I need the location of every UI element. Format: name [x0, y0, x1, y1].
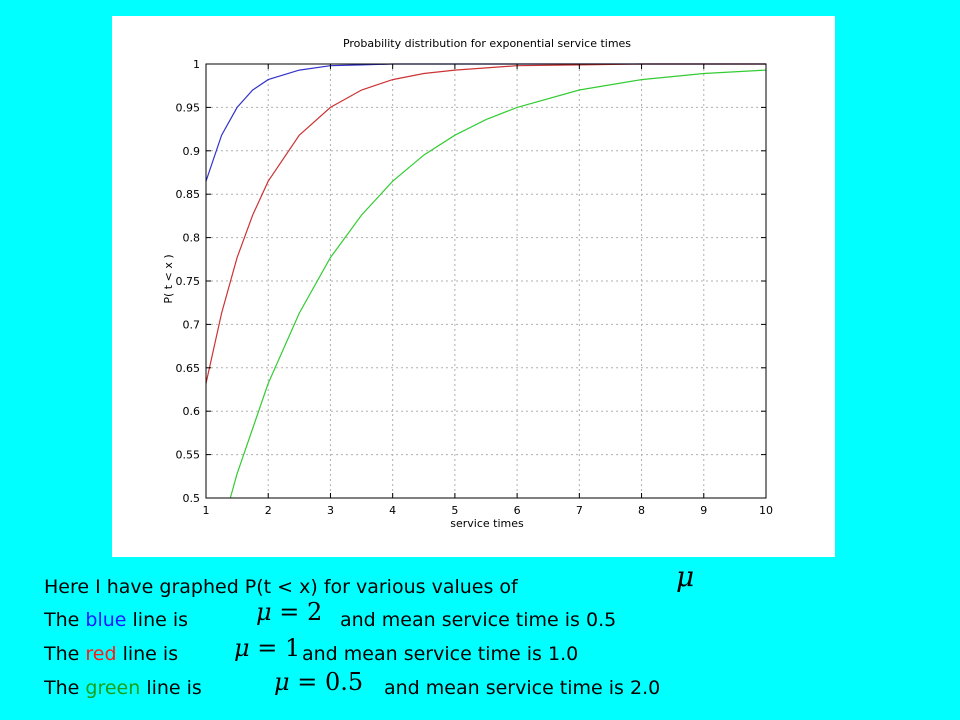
y-tick-label: 0.6	[183, 405, 201, 418]
y-tick-label: 0.8	[183, 232, 201, 245]
mu-equals-2: μ = 2	[256, 598, 323, 626]
y-tick-label: 0.85	[176, 188, 201, 201]
caption-line-4-tail: and mean service time is 2.0	[384, 677, 661, 699]
y-tick-label: 0.9	[183, 145, 201, 158]
chart-svg: Probability distribution for exponential…	[162, 37, 773, 530]
caption-line-2-tail: and mean service time is 0.5	[340, 609, 617, 631]
x-axis-label: service times	[450, 517, 524, 530]
caption-line-4: The green line is μ = 0.5 and mean servi…	[44, 668, 661, 699]
caption-line-3: The red line is μ = 1 and mean service t…	[44, 634, 579, 665]
mu-symbol: μ	[676, 560, 695, 593]
x-tick-label: 2	[265, 504, 272, 517]
caption-line-1: Here I have graphed P(t < x) for various…	[44, 563, 694, 599]
blue-word: blue	[85, 609, 127, 631]
chart-title: Probability distribution for exponential…	[343, 37, 631, 50]
x-tick-label: 6	[514, 504, 521, 517]
red-word: red	[85, 643, 117, 665]
mu-equals-1: μ = 1	[234, 634, 301, 662]
x-tick-label: 4	[389, 504, 396, 517]
y-tick-label: 0.65	[176, 362, 201, 375]
x-tick-label: 10	[759, 504, 773, 517]
y-tick-label: 0.7	[183, 318, 201, 331]
series-line-3	[229, 69, 767, 499]
x-tick-label: 9	[700, 504, 707, 517]
y-tick-label: 0.5	[183, 492, 201, 505]
series-line-1	[205, 63, 766, 182]
caption-line-3-tail: and mean service time is 1.0	[302, 643, 579, 665]
green-word: green	[85, 677, 141, 699]
y-tick-label: 0.75	[176, 275, 201, 288]
x-tick-label: 3	[327, 504, 334, 517]
y-tick-label: 0.95	[176, 101, 201, 114]
mu-equals-0-5: μ = 0.5	[274, 668, 364, 696]
x-tick-label: 8	[638, 504, 645, 517]
caption-line-1-text: Here I have graphed P(t < x) for various…	[44, 576, 518, 598]
caption-line-2: The blue line is μ = 2 and mean service …	[44, 598, 617, 631]
chart-figure: Probability distribution for exponential…	[112, 16, 835, 557]
y-axis-label: P( t < x )	[162, 254, 175, 303]
x-tick-label: 5	[451, 504, 458, 517]
y-tick-label: 1	[193, 58, 200, 71]
y-tick-label: 0.55	[176, 449, 201, 462]
x-tick-label: 1	[203, 504, 210, 517]
x-tick-label: 7	[576, 504, 583, 517]
